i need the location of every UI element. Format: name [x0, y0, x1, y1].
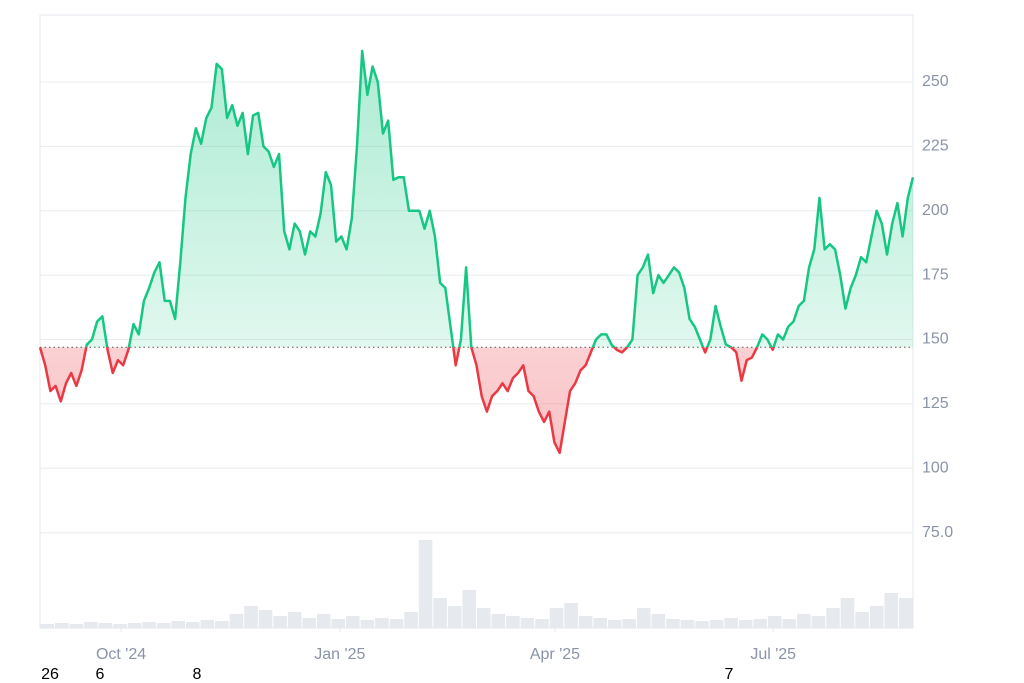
volume-bar	[447, 606, 462, 628]
volume-bar	[98, 623, 113, 628]
volume-bar	[898, 598, 913, 628]
volume-bar	[651, 614, 666, 628]
area-down	[40, 347, 774, 453]
volume-bar	[622, 619, 637, 628]
volume-bar	[768, 616, 782, 628]
volume-bar	[229, 614, 244, 628]
y-tick-label: 175	[922, 266, 949, 283]
bottom-label: 26	[41, 666, 59, 683]
volume-bar	[171, 621, 185, 628]
volume-bar	[549, 608, 564, 628]
volume-bar	[797, 614, 811, 628]
volume-bar	[607, 620, 622, 628]
volume-bar	[316, 614, 331, 628]
y-tick-label: 125	[922, 395, 949, 412]
volume-bar	[142, 622, 156, 628]
bottom-label: 6	[96, 666, 105, 683]
volume-bar	[520, 618, 535, 628]
volume-bar	[738, 620, 753, 628]
volume-bar	[564, 603, 578, 628]
line-up	[39, 49, 915, 348]
bottom-label: 8	[193, 666, 202, 683]
volume-bar	[477, 608, 491, 628]
y-tick-label: 250	[922, 73, 949, 90]
volume-bar	[302, 618, 316, 628]
volume-bar	[695, 621, 709, 628]
volume-bar	[680, 620, 695, 628]
volume-bar	[244, 606, 258, 628]
volume-bar	[855, 612, 869, 628]
volume-bar	[40, 624, 55, 628]
volume-bar	[215, 621, 229, 628]
volume-bar	[404, 612, 418, 628]
area-up	[40, 51, 913, 348]
volume-bar	[884, 593, 898, 628]
x-tick-label: Jul '25	[750, 646, 796, 663]
x-tick-label: Apr '25	[530, 646, 580, 663]
volume-bar	[360, 620, 375, 628]
volume-bar	[666, 619, 680, 628]
volume-bar	[869, 606, 884, 628]
volume-bar	[491, 614, 506, 628]
volume-bar	[506, 616, 520, 628]
volume-bar	[69, 624, 84, 628]
volume-bar	[156, 623, 171, 628]
volume-bar	[346, 616, 360, 628]
volume-bar	[55, 623, 69, 628]
y-tick-label: 75.0	[922, 524, 953, 541]
volume-bar	[200, 620, 215, 628]
volume-bar	[593, 618, 607, 628]
volume-bar	[375, 618, 389, 628]
volume-bar	[331, 619, 346, 628]
volume-bar	[840, 598, 855, 628]
x-tick-label: Oct '24	[96, 646, 146, 663]
x-tick-label: Jan '25	[314, 646, 365, 663]
volume-bar	[287, 612, 302, 628]
volume-bar	[826, 608, 840, 628]
volume-bar	[637, 608, 651, 628]
volume-bar	[273, 616, 287, 628]
y-tick-label: 225	[922, 138, 949, 155]
y-tick-label: 200	[922, 202, 949, 219]
y-tick-label: 150	[922, 331, 949, 348]
volume-bar	[84, 622, 98, 628]
volume-bar	[724, 618, 738, 628]
y-tick-label: 100	[922, 460, 949, 477]
volume-bar	[709, 620, 724, 628]
volume-bar	[258, 610, 273, 628]
volume-bar	[811, 616, 826, 628]
bottom-label: 7	[725, 666, 734, 683]
volume-bar	[186, 622, 200, 628]
volume-bar	[418, 540, 433, 628]
volume-bar	[753, 619, 767, 628]
volume-bar	[127, 623, 142, 628]
volume-bar	[578, 616, 593, 628]
volume-bar	[113, 624, 127, 628]
volume-bar	[389, 619, 404, 628]
volume-bar	[535, 619, 549, 628]
line-down	[38, 347, 775, 455]
volume-bar	[782, 619, 797, 628]
volume-bar	[462, 590, 476, 628]
volume-bar	[433, 598, 447, 628]
